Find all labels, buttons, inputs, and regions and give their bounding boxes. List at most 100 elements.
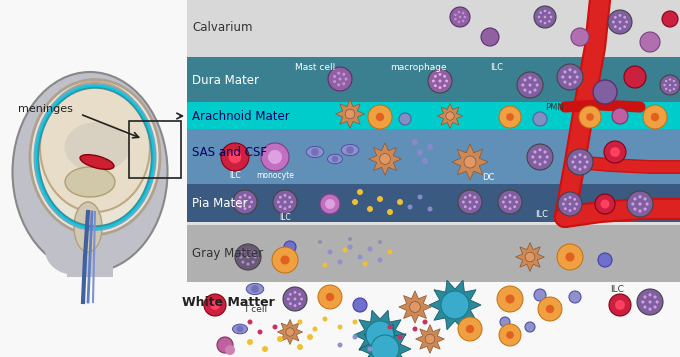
Circle shape: [458, 317, 482, 341]
Circle shape: [649, 301, 651, 303]
Circle shape: [268, 150, 282, 164]
Circle shape: [228, 151, 241, 163]
Circle shape: [337, 260, 343, 265]
Circle shape: [277, 336, 283, 342]
Circle shape: [283, 287, 307, 311]
Circle shape: [352, 335, 358, 340]
Circle shape: [388, 325, 392, 330]
Circle shape: [248, 196, 251, 199]
Ellipse shape: [341, 144, 359, 156]
Text: SAS and CSF: SAS and CSF: [192, 146, 267, 159]
Text: meninges: meninges: [18, 104, 73, 114]
Circle shape: [398, 335, 403, 340]
Circle shape: [252, 250, 254, 253]
Circle shape: [656, 301, 659, 303]
Circle shape: [294, 291, 296, 294]
Circle shape: [498, 190, 522, 214]
Circle shape: [261, 143, 289, 171]
Circle shape: [524, 89, 526, 92]
Circle shape: [397, 199, 403, 205]
Circle shape: [378, 240, 382, 244]
Circle shape: [217, 337, 233, 353]
Circle shape: [643, 306, 647, 308]
Circle shape: [534, 289, 546, 301]
Circle shape: [509, 201, 511, 203]
Circle shape: [462, 12, 464, 14]
Circle shape: [252, 261, 254, 263]
Text: PMN: PMN: [545, 102, 564, 111]
Circle shape: [469, 194, 471, 197]
Circle shape: [525, 322, 535, 332]
Text: Calvarium: Calvarium: [192, 20, 252, 34]
Circle shape: [539, 162, 541, 166]
Circle shape: [662, 11, 678, 27]
Polygon shape: [354, 310, 406, 357]
Polygon shape: [437, 104, 462, 129]
Circle shape: [343, 247, 347, 252]
Circle shape: [246, 248, 250, 251]
Circle shape: [525, 252, 534, 262]
Circle shape: [575, 202, 578, 205]
Circle shape: [469, 207, 471, 210]
Circle shape: [619, 14, 622, 17]
Text: ILC: ILC: [490, 62, 503, 71]
Circle shape: [458, 21, 460, 23]
Circle shape: [624, 25, 626, 28]
Circle shape: [593, 80, 617, 104]
Circle shape: [543, 161, 547, 164]
Polygon shape: [515, 243, 545, 271]
Circle shape: [409, 302, 420, 312]
Circle shape: [311, 148, 319, 156]
FancyBboxPatch shape: [187, 222, 680, 225]
Circle shape: [287, 298, 290, 301]
Circle shape: [610, 147, 620, 157]
Circle shape: [509, 207, 511, 210]
Circle shape: [443, 75, 446, 78]
Circle shape: [651, 113, 659, 121]
Circle shape: [454, 18, 457, 20]
Ellipse shape: [65, 122, 129, 172]
Polygon shape: [452, 144, 488, 180]
Circle shape: [233, 190, 257, 214]
Circle shape: [571, 28, 589, 46]
Circle shape: [362, 261, 367, 266]
Circle shape: [221, 143, 249, 171]
Circle shape: [299, 302, 301, 305]
Circle shape: [441, 291, 469, 319]
Circle shape: [251, 285, 259, 293]
Circle shape: [326, 293, 334, 301]
Circle shape: [273, 325, 277, 330]
Circle shape: [379, 154, 390, 165]
Text: ILC: ILC: [229, 171, 241, 180]
Circle shape: [573, 166, 577, 169]
Circle shape: [598, 253, 612, 267]
Text: Arachnoid Mater: Arachnoid Mater: [192, 110, 290, 122]
Circle shape: [469, 201, 471, 203]
Circle shape: [673, 80, 675, 82]
Circle shape: [250, 201, 253, 203]
Circle shape: [539, 11, 542, 14]
Circle shape: [665, 80, 667, 82]
Circle shape: [504, 205, 507, 208]
Circle shape: [328, 250, 333, 255]
Circle shape: [568, 196, 571, 199]
Ellipse shape: [328, 154, 343, 164]
Circle shape: [345, 109, 355, 119]
FancyBboxPatch shape: [187, 57, 680, 102]
Circle shape: [413, 327, 418, 332]
Circle shape: [204, 294, 226, 316]
Circle shape: [313, 327, 318, 332]
Polygon shape: [429, 280, 481, 330]
Circle shape: [585, 160, 589, 164]
Ellipse shape: [12, 72, 167, 272]
Circle shape: [504, 196, 507, 199]
Circle shape: [439, 73, 441, 76]
Circle shape: [337, 72, 340, 75]
Circle shape: [348, 237, 352, 241]
Circle shape: [475, 201, 478, 203]
Circle shape: [284, 201, 286, 203]
Circle shape: [522, 84, 524, 86]
Circle shape: [653, 295, 657, 298]
Circle shape: [342, 73, 345, 76]
Circle shape: [660, 75, 680, 95]
